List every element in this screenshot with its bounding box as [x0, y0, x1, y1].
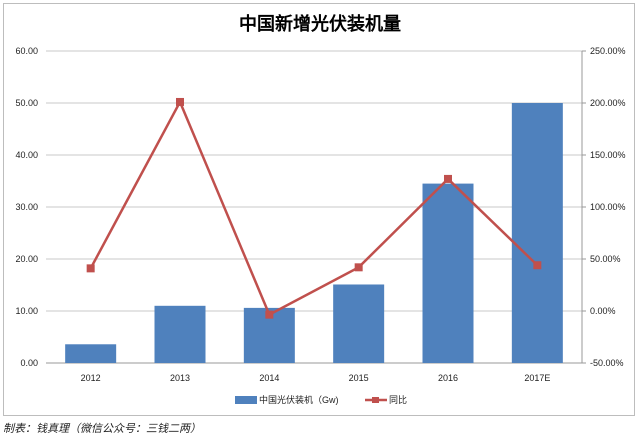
- left-tick-label: 30.00: [15, 202, 38, 212]
- x-tick-label: 2014: [259, 373, 279, 383]
- left-tick-label: 50.00: [15, 98, 38, 108]
- yoy-marker-2014: [265, 310, 274, 319]
- bar-2015: [333, 284, 385, 363]
- right-tick-label: -50.00%: [590, 358, 624, 368]
- legend-line-marker: [372, 397, 379, 403]
- chart-frame: [3, 3, 635, 416]
- right-tick-label: 150.00%: [590, 150, 626, 160]
- legend-line-label: 同比: [389, 394, 407, 405]
- left-tick-label: 0.00: [20, 358, 38, 368]
- x-tick-label: 2017E: [524, 373, 550, 383]
- left-tick-label: 20.00: [15, 254, 38, 264]
- x-tick-label: 2016: [438, 373, 458, 383]
- right-tick-label: 100.00%: [590, 202, 626, 212]
- credit-text: 制表：钱真理（微信公众号：三钱二两）: [3, 422, 201, 435]
- left-tick-label: 40.00: [15, 150, 38, 160]
- bar-2012: [65, 344, 117, 363]
- yoy-marker-2013: [176, 97, 184, 106]
- bar-2017E: [511, 103, 563, 363]
- right-tick-label: 250.00%: [590, 46, 626, 56]
- left-tick-label: 10.00: [15, 306, 38, 316]
- x-tick-label: 2015: [349, 373, 369, 383]
- chart-title: 中国新增光伏装机量: [239, 14, 401, 35]
- legend-bar-label: 中国光伏装机（Gw): [259, 394, 339, 405]
- yoy-marker-2015: [354, 263, 363, 272]
- x-tick-label: 2013: [170, 373, 190, 383]
- x-tick-label: 2012: [81, 373, 101, 383]
- yoy-marker-2016: [444, 174, 452, 183]
- right-tick-label: 0.00%: [590, 306, 616, 316]
- right-tick-label: 200.00%: [590, 98, 626, 108]
- legend-bar-swatch: [235, 396, 257, 404]
- bar-2013: [154, 305, 206, 363]
- left-tick-label: 60.00: [15, 46, 38, 56]
- yoy-line: [89, 99, 539, 317]
- yoy-marker-2012: [86, 264, 95, 273]
- yoy-marker-2017E: [533, 261, 542, 270]
- bar-2016: [422, 183, 474, 363]
- right-tick-label: 50.00%: [590, 254, 621, 264]
